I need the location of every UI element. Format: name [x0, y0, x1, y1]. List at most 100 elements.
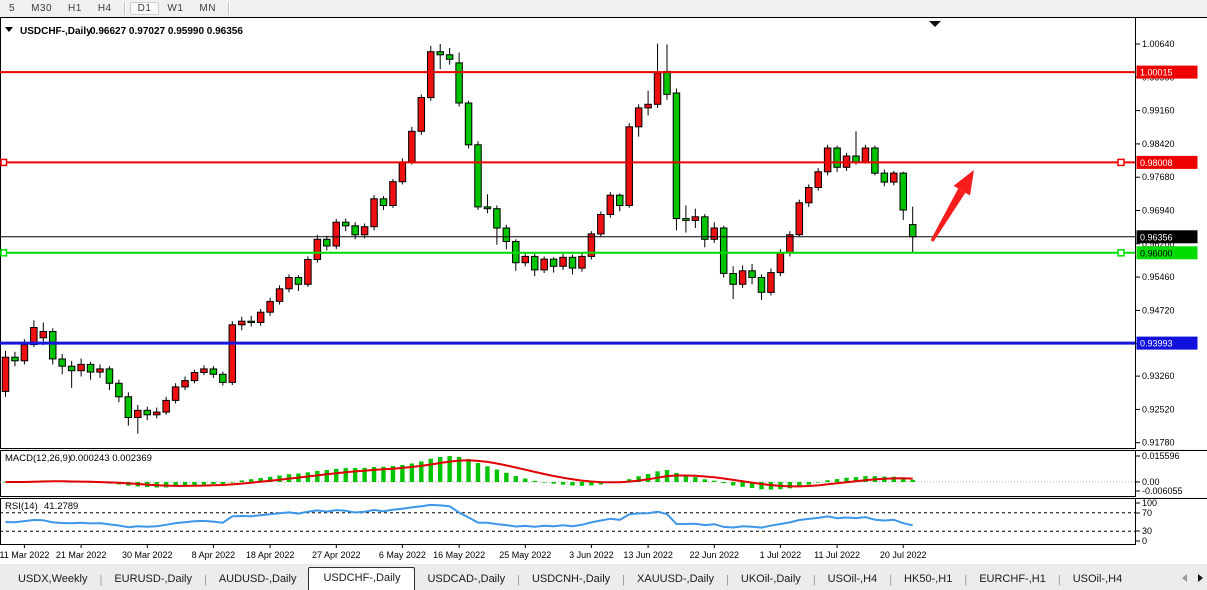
tab-usdcad-daily[interactable]: USDCAD-,Daily — [427, 573, 506, 585]
date-label-11-Mar-2022: 11 Mar 2022 — [0, 550, 49, 560]
macd-histogram-bar — [598, 482, 604, 485]
candle-bull — [767, 272, 775, 293]
candle-bear — [757, 277, 766, 293]
hline-handle-left[interactable] — [0, 158, 8, 167]
macd-histogram-bar — [759, 482, 764, 490]
candle-bear — [294, 277, 303, 285]
candle-bear — [143, 409, 151, 416]
candle-bear — [341, 221, 350, 227]
macd-histogram-bar — [201, 482, 207, 485]
candle-bull — [823, 147, 832, 173]
macd-histogram-bar — [693, 477, 698, 482]
macd-signal-line — [5, 459, 913, 488]
macd-histogram-bar — [730, 482, 736, 486]
candle-bear — [86, 363, 95, 373]
tab-eurusd-daily[interactable]: EURUSD-,Daily — [114, 573, 192, 585]
tab-audusd-daily[interactable]: AUDUSD-,Daily — [218, 573, 297, 585]
axis-label-0.91780: 0.91780 — [1142, 438, 1175, 448]
candle-bear — [682, 218, 690, 221]
tab-usoil-h4[interactable]: USOil-,H4 — [827, 573, 878, 585]
tab-xauusd-daily[interactable]: XAUUSD-,Daily — [637, 573, 715, 585]
candle-bull — [200, 368, 208, 373]
price-tag-0.93993: 0.93993 — [1140, 339, 1173, 349]
tab-usoil-h4[interactable]: USOil-,H4 — [1072, 573, 1123, 585]
date-label-21-Mar-2022: 21 Mar 2022 — [56, 550, 107, 560]
candle-bear — [11, 356, 19, 362]
tabs-scroll-right-icon[interactable] — [1198, 574, 1203, 582]
timeframe-button-H1[interactable]: H1 — [68, 3, 82, 14]
price-tag-box-0.96000 — [1136, 246, 1198, 260]
macd-histogram-bar — [230, 482, 235, 483]
panel-separator[interactable] — [0, 497, 1207, 499]
macd-histogram-bar — [816, 482, 821, 483]
macd-histogram-bar — [182, 482, 188, 487]
candle-bear — [833, 147, 841, 168]
hline-handle-right[interactable] — [1117, 158, 1125, 167]
candle-bear — [105, 368, 114, 384]
candle-bear — [701, 216, 709, 240]
candle-bull — [786, 234, 794, 254]
hline-handle-left[interactable] — [0, 249, 8, 257]
date-label-25-May-2022: 25 May 2022 — [499, 550, 551, 560]
candle-bear — [445, 54, 454, 60]
price-chart[interactable]: 1.006400.999000.991600.984200.976800.969… — [0, 17, 1207, 563]
macd-histogram-bar — [721, 482, 726, 484]
tab-usdx-weekly[interactable]: USDX,Weekly — [18, 573, 88, 585]
candle-bull — [313, 238, 322, 261]
panel-separator[interactable] — [0, 449, 1207, 451]
candle-bull — [644, 103, 652, 109]
chart-menu-triangle-icon[interactable] — [5, 27, 13, 32]
timeframe-toolbar: 5 M30 H1 H4 D1 W1 MN — [0, 0, 1207, 17]
macd-histogram-bar — [381, 466, 386, 482]
candle-bull — [597, 214, 605, 235]
horizontal-lines[interactable] — [0, 71, 1135, 345]
tab-usdcnh-daily[interactable]: USDCNH-,Daily — [531, 573, 611, 585]
candle-bull — [266, 300, 274, 313]
rsi-axis-label-70: 70 — [1142, 508, 1152, 518]
candle-bull — [587, 233, 596, 257]
candle-bear — [455, 62, 463, 104]
macd-indicator — [0, 456, 1135, 490]
macd-axis-label--0.006055: -0.006055 — [1142, 486, 1183, 496]
macd-histogram-bar — [324, 470, 329, 482]
candle-bear — [616, 194, 624, 206]
tab-separator: | — [99, 574, 103, 586]
date-label-22-Jun-2022: 22 Jun 2022 — [690, 550, 740, 560]
tab-hk50-h1[interactable]: HK50-,H1 — [904, 573, 953, 585]
candle-bull — [795, 202, 804, 236]
macd-histogram-bar — [844, 477, 849, 482]
macd-histogram-bar — [825, 480, 830, 482]
date-label-30-Mar-2022: 30 Mar 2022 — [122, 550, 173, 560]
timeframe-button-5[interactable]: 5 — [9, 3, 16, 14]
macd-histogram-bar — [371, 467, 377, 482]
candle-bull — [776, 252, 785, 274]
tabs-scroll-left-icon[interactable] — [1182, 574, 1187, 582]
date-label-11-Jul-2022: 11 Jul 2022 — [814, 550, 860, 560]
macd-histogram-bar — [267, 476, 273, 482]
arrow-annotation[interactable] — [930, 170, 974, 242]
timeframe-button-M30[interactable]: M30 — [31, 3, 53, 14]
arrow-shaft[interactable] — [930, 188, 966, 242]
macd-histogram-bar — [683, 475, 689, 482]
date-label-20-Jul-2022: 20 Jul 2022 — [880, 550, 927, 560]
tab-eurchf-h1[interactable]: EURCHF-,H1 — [979, 573, 1046, 585]
candle-bull — [398, 161, 407, 183]
candle-bull — [653, 72, 662, 105]
timeframe-button-MN[interactable]: MN — [199, 3, 216, 14]
macd-values: 0.000243 0.002369 — [70, 453, 152, 464]
macd-histogram-bar — [494, 469, 500, 482]
macd-histogram-bar — [740, 482, 745, 487]
timeframe-button-H4[interactable]: H4 — [97, 3, 112, 14]
tab-ukoil-daily[interactable]: UKOil-,Daily — [740, 573, 801, 585]
tab-usdchf-daily[interactable]: USDCHF-,Daily — [308, 567, 416, 590]
rsi-indicator — [0, 503, 1135, 532]
candle-bull — [332, 221, 340, 247]
macd-histogram-bar — [504, 472, 509, 482]
candle-bear — [493, 208, 501, 229]
timeframe-button-D1[interactable]: D1 — [129, 2, 160, 15]
timeframe-button-W1[interactable]: W1 — [167, 3, 184, 14]
arrow-head[interactable] — [953, 170, 974, 196]
hline-handle-right[interactable] — [1117, 249, 1125, 257]
chart-shift-marker-icon[interactable] — [929, 21, 941, 27]
macd-histogram-bar — [485, 466, 490, 482]
